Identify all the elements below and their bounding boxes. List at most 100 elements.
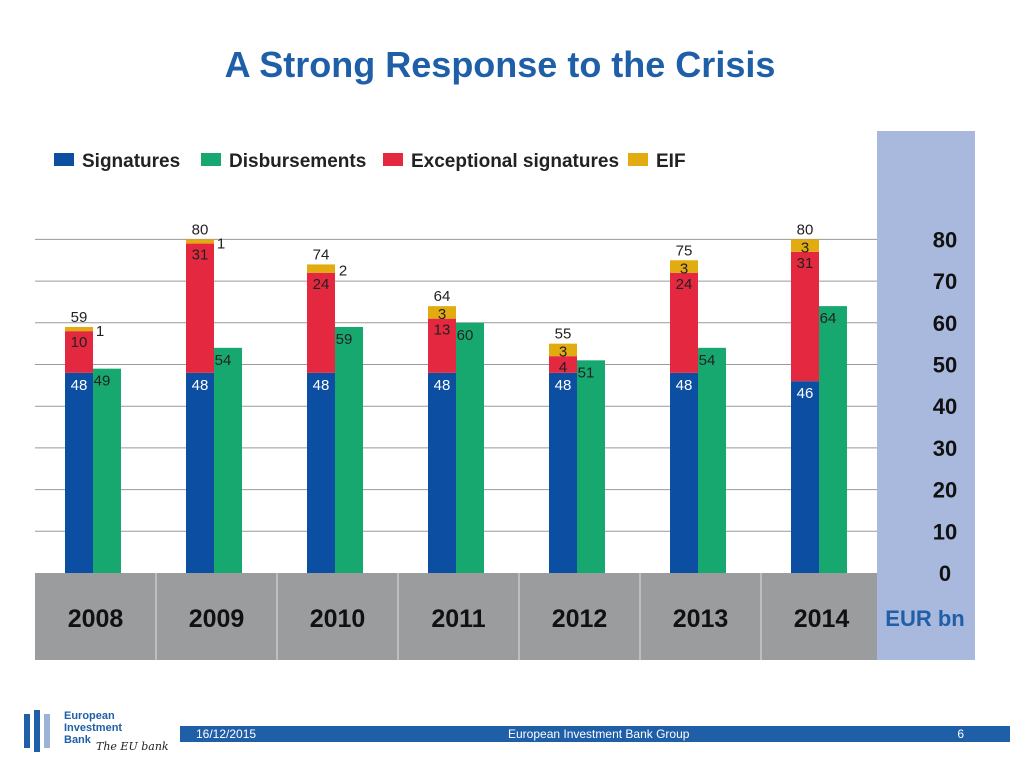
label-total-2010: 74 <box>313 246 330 263</box>
label-exceptional-2010: 24 <box>313 276 330 293</box>
logo-line-2: Investment <box>64 722 123 734</box>
bar-signatures-2014 <box>791 381 819 573</box>
logo-line-1: European <box>64 710 115 722</box>
label-signatures-2008: 48 <box>71 377 88 394</box>
bar-eif-2011 <box>428 306 456 319</box>
legend-label-4: EIF <box>656 151 686 172</box>
legend-label-3: Exceptional signatures <box>411 151 619 172</box>
label-eif-2014: 3 <box>801 239 809 256</box>
bar-eif-2009 <box>186 239 214 244</box>
bar-disbursements-2014 <box>819 306 847 573</box>
label-signatures-2014: 46 <box>797 385 814 402</box>
year-label-2011: 2011 <box>431 605 485 633</box>
label-disbursements-2014: 64 <box>820 310 837 327</box>
legend-swatch-1 <box>54 153 74 166</box>
year-label-2012: 2012 <box>552 605 608 633</box>
bar-disbursements-2012 <box>577 360 605 573</box>
footer-organization: European Investment Bank Group <box>508 727 690 741</box>
year-band <box>35 573 877 660</box>
label-total-2013: 75 <box>676 242 693 259</box>
year-label-2008: 2008 <box>68 605 124 633</box>
eib-logo: European Investment Bank The EU bank <box>24 708 174 764</box>
label-exceptional-2008: 10 <box>71 334 88 351</box>
bar-disbursements-2008 <box>93 368 121 573</box>
legend-label-1: Signatures <box>82 151 180 172</box>
y-tick-50: 50 <box>933 353 957 378</box>
y-tick-70: 70 <box>933 269 957 294</box>
label-eif-2013: 3 <box>680 260 688 277</box>
bar-exceptional-2013 <box>670 272 698 373</box>
label-disbursements-2012: 51 <box>578 364 595 381</box>
page-title: A Strong Response to the Crisis <box>224 44 776 85</box>
label-signatures-2009: 48 <box>192 377 209 394</box>
bar-exceptional-2008 <box>65 331 93 373</box>
year-label-2010: 2010 <box>310 605 366 633</box>
bar-exceptional-2009 <box>186 243 214 373</box>
label-signatures-2013: 48 <box>676 377 693 394</box>
unit-label: EUR bn <box>885 606 964 631</box>
footer-date: 16/12/2015 <box>196 727 257 741</box>
legend-label-2: Disbursements <box>229 151 366 172</box>
label-signatures-2010: 48 <box>313 377 330 394</box>
y-tick-0: 0 <box>939 561 951 586</box>
bar-signatures-2009 <box>186 372 214 573</box>
bar-signatures-2011 <box>428 372 456 573</box>
bar-exceptional-2010 <box>307 272 335 373</box>
label-eif-2008: 1 <box>96 323 104 340</box>
label-eif-2012: 3 <box>559 344 567 361</box>
label-total-2014: 80 <box>797 221 814 238</box>
y-tick-60: 60 <box>933 311 957 336</box>
bar-signatures-2013 <box>670 372 698 573</box>
label-disbursements-2008: 49 <box>94 373 111 390</box>
year-label-2014: 2014 <box>794 605 850 633</box>
footer-bar: 16/12/2015 European Investment Bank Grou… <box>180 726 1010 742</box>
legend-swatch-3 <box>383 153 403 166</box>
year-label-2013: 2013 <box>673 605 729 633</box>
label-exceptional-2011: 13 <box>434 322 451 339</box>
label-eif-2011: 3 <box>438 306 446 323</box>
y-tick-30: 30 <box>933 436 957 461</box>
label-exceptional-2014: 31 <box>797 255 814 272</box>
label-disbursements-2009: 54 <box>215 352 232 369</box>
legend-swatch-2 <box>201 153 221 166</box>
year-label-2009: 2009 <box>189 605 245 633</box>
eib-logo-icon <box>24 710 50 752</box>
label-total-2011: 64 <box>434 288 451 305</box>
label-exceptional-2013: 24 <box>676 276 693 293</box>
axis-panel <box>877 131 975 660</box>
page-number: 6 <box>957 727 964 741</box>
bar-eif-2012 <box>549 343 577 357</box>
bar-disbursements-2010 <box>335 326 363 573</box>
bar-eif-2013 <box>670 260 698 273</box>
label-exceptional-2009: 31 <box>192 247 209 264</box>
bar-signatures-2012 <box>549 372 577 573</box>
label-eif-2010: 2 <box>339 262 347 279</box>
label-disbursements-2010: 59 <box>336 331 353 348</box>
bar-eif-2008 <box>65 326 93 332</box>
bar-disbursements-2009 <box>214 347 242 573</box>
label-exceptional-2012: 4 <box>559 359 567 376</box>
y-tick-40: 40 <box>933 394 957 419</box>
bar-signatures-2010 <box>307 372 335 573</box>
y-tick-20: 20 <box>933 478 957 503</box>
bar-eif-2010 <box>307 264 335 273</box>
legend-swatch-4 <box>628 153 648 166</box>
label-signatures-2012: 48 <box>555 377 572 394</box>
y-tick-80: 80 <box>933 227 957 252</box>
label-total-2008: 59 <box>71 309 88 326</box>
y-tick-10: 10 <box>933 519 957 544</box>
logo-line-3: Bank <box>64 734 91 746</box>
bar-signatures-2008 <box>65 372 93 573</box>
bar-exceptional-2014 <box>791 251 819 382</box>
label-eif-2009: 1 <box>217 235 225 252</box>
bar-exceptional-2011 <box>428 318 456 373</box>
bar-disbursements-2013 <box>698 347 726 573</box>
bar-disbursements-2011 <box>456 322 484 573</box>
logo-tagline: The EU bank <box>96 740 169 753</box>
logo-wordmark: European Investment Bank <box>64 710 122 746</box>
label-total-2012: 55 <box>555 326 572 343</box>
label-signatures-2011: 48 <box>434 377 451 394</box>
label-total-2009: 80 <box>192 221 209 238</box>
label-disbursements-2013: 54 <box>699 352 716 369</box>
